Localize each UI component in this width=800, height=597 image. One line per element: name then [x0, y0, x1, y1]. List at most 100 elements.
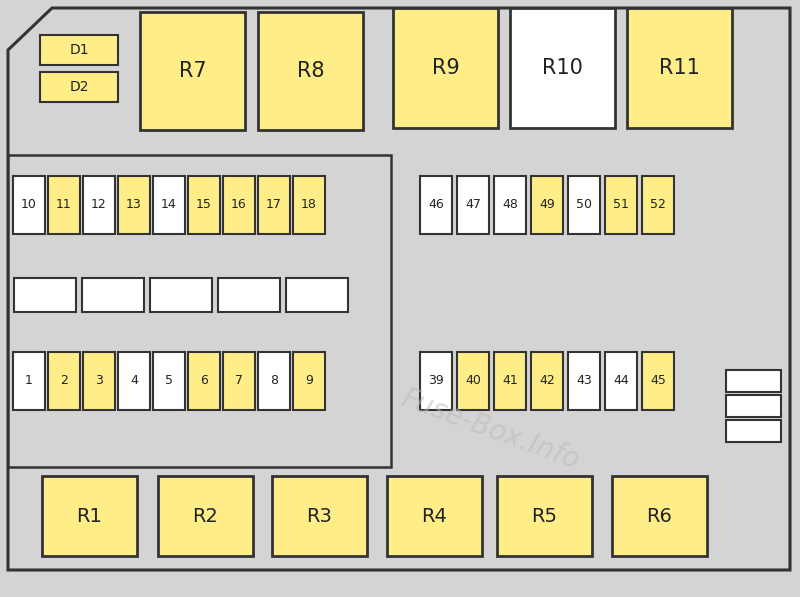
Text: 17: 17	[266, 198, 282, 211]
Text: 15: 15	[196, 198, 212, 211]
Bar	[13, 176, 45, 234]
Text: 44: 44	[613, 374, 629, 387]
Bar	[457, 176, 489, 234]
Bar	[726, 395, 781, 417]
Text: 42: 42	[539, 374, 555, 387]
Bar	[293, 176, 325, 234]
Bar	[150, 278, 212, 312]
Text: R2: R2	[193, 506, 218, 525]
Bar	[82, 278, 144, 312]
Bar	[627, 8, 732, 128]
Bar	[188, 352, 220, 410]
Bar	[272, 476, 367, 556]
Bar	[118, 176, 150, 234]
Bar	[40, 35, 118, 65]
Bar	[494, 352, 526, 410]
Bar	[393, 8, 498, 128]
Text: R4: R4	[422, 506, 447, 525]
Bar	[510, 8, 615, 128]
Text: 43: 43	[576, 374, 592, 387]
Text: 5: 5	[165, 374, 173, 387]
Bar	[140, 12, 245, 130]
Text: 12: 12	[91, 198, 107, 211]
Bar	[420, 176, 452, 234]
Text: 46: 46	[428, 198, 444, 211]
Text: 49: 49	[539, 198, 555, 211]
Bar	[568, 176, 600, 234]
Bar	[14, 278, 76, 312]
Bar	[153, 176, 185, 234]
Text: 10: 10	[21, 198, 37, 211]
Text: 40: 40	[465, 374, 481, 387]
Text: R7: R7	[178, 61, 206, 81]
Text: 47: 47	[465, 198, 481, 211]
Bar	[40, 72, 118, 102]
Bar	[42, 476, 137, 556]
Bar	[8, 155, 391, 467]
Text: 2: 2	[60, 374, 68, 387]
Bar	[13, 352, 45, 410]
Bar	[531, 176, 563, 234]
Polygon shape	[8, 8, 790, 570]
Text: 7: 7	[235, 374, 243, 387]
Text: 11: 11	[56, 198, 72, 211]
Text: R5: R5	[531, 506, 558, 525]
Text: 48: 48	[502, 198, 518, 211]
Bar	[118, 352, 150, 410]
Text: 1: 1	[25, 374, 33, 387]
Text: 39: 39	[428, 374, 444, 387]
Bar	[726, 370, 781, 392]
Text: R3: R3	[306, 506, 333, 525]
Text: 4: 4	[130, 374, 138, 387]
Bar	[258, 352, 290, 410]
Text: 51: 51	[613, 198, 629, 211]
Text: R6: R6	[646, 506, 673, 525]
Bar	[605, 352, 637, 410]
Bar	[188, 176, 220, 234]
Bar	[286, 278, 348, 312]
Bar	[223, 176, 255, 234]
Bar	[420, 352, 452, 410]
Bar	[642, 176, 674, 234]
Text: Fuse-Box.Info: Fuse-Box.Info	[397, 384, 583, 475]
Bar	[218, 278, 280, 312]
Bar	[83, 176, 115, 234]
Bar	[497, 476, 592, 556]
Text: 18: 18	[301, 198, 317, 211]
Text: D1: D1	[69, 43, 89, 57]
Bar	[158, 476, 253, 556]
Bar	[494, 176, 526, 234]
Text: 50: 50	[576, 198, 592, 211]
Text: 14: 14	[161, 198, 177, 211]
Text: D2: D2	[70, 80, 89, 94]
Bar	[387, 476, 482, 556]
Bar	[258, 12, 363, 130]
Bar	[83, 352, 115, 410]
Text: 41: 41	[502, 374, 518, 387]
Bar	[568, 352, 600, 410]
Text: 3: 3	[95, 374, 103, 387]
Bar	[726, 420, 781, 442]
Text: 6: 6	[200, 374, 208, 387]
Text: R10: R10	[542, 58, 583, 78]
Bar	[48, 352, 80, 410]
Text: 8: 8	[270, 374, 278, 387]
Bar	[457, 352, 489, 410]
Bar	[48, 176, 80, 234]
Bar	[258, 176, 290, 234]
Text: 45: 45	[650, 374, 666, 387]
Text: R1: R1	[77, 506, 102, 525]
Text: 9: 9	[305, 374, 313, 387]
Bar	[531, 352, 563, 410]
Bar	[223, 352, 255, 410]
Bar	[642, 352, 674, 410]
Text: R8: R8	[297, 61, 324, 81]
Text: 13: 13	[126, 198, 142, 211]
Bar	[153, 352, 185, 410]
Text: R11: R11	[659, 58, 700, 78]
Bar	[605, 176, 637, 234]
Bar	[293, 352, 325, 410]
Text: 52: 52	[650, 198, 666, 211]
Text: R9: R9	[432, 58, 459, 78]
Bar	[612, 476, 707, 556]
